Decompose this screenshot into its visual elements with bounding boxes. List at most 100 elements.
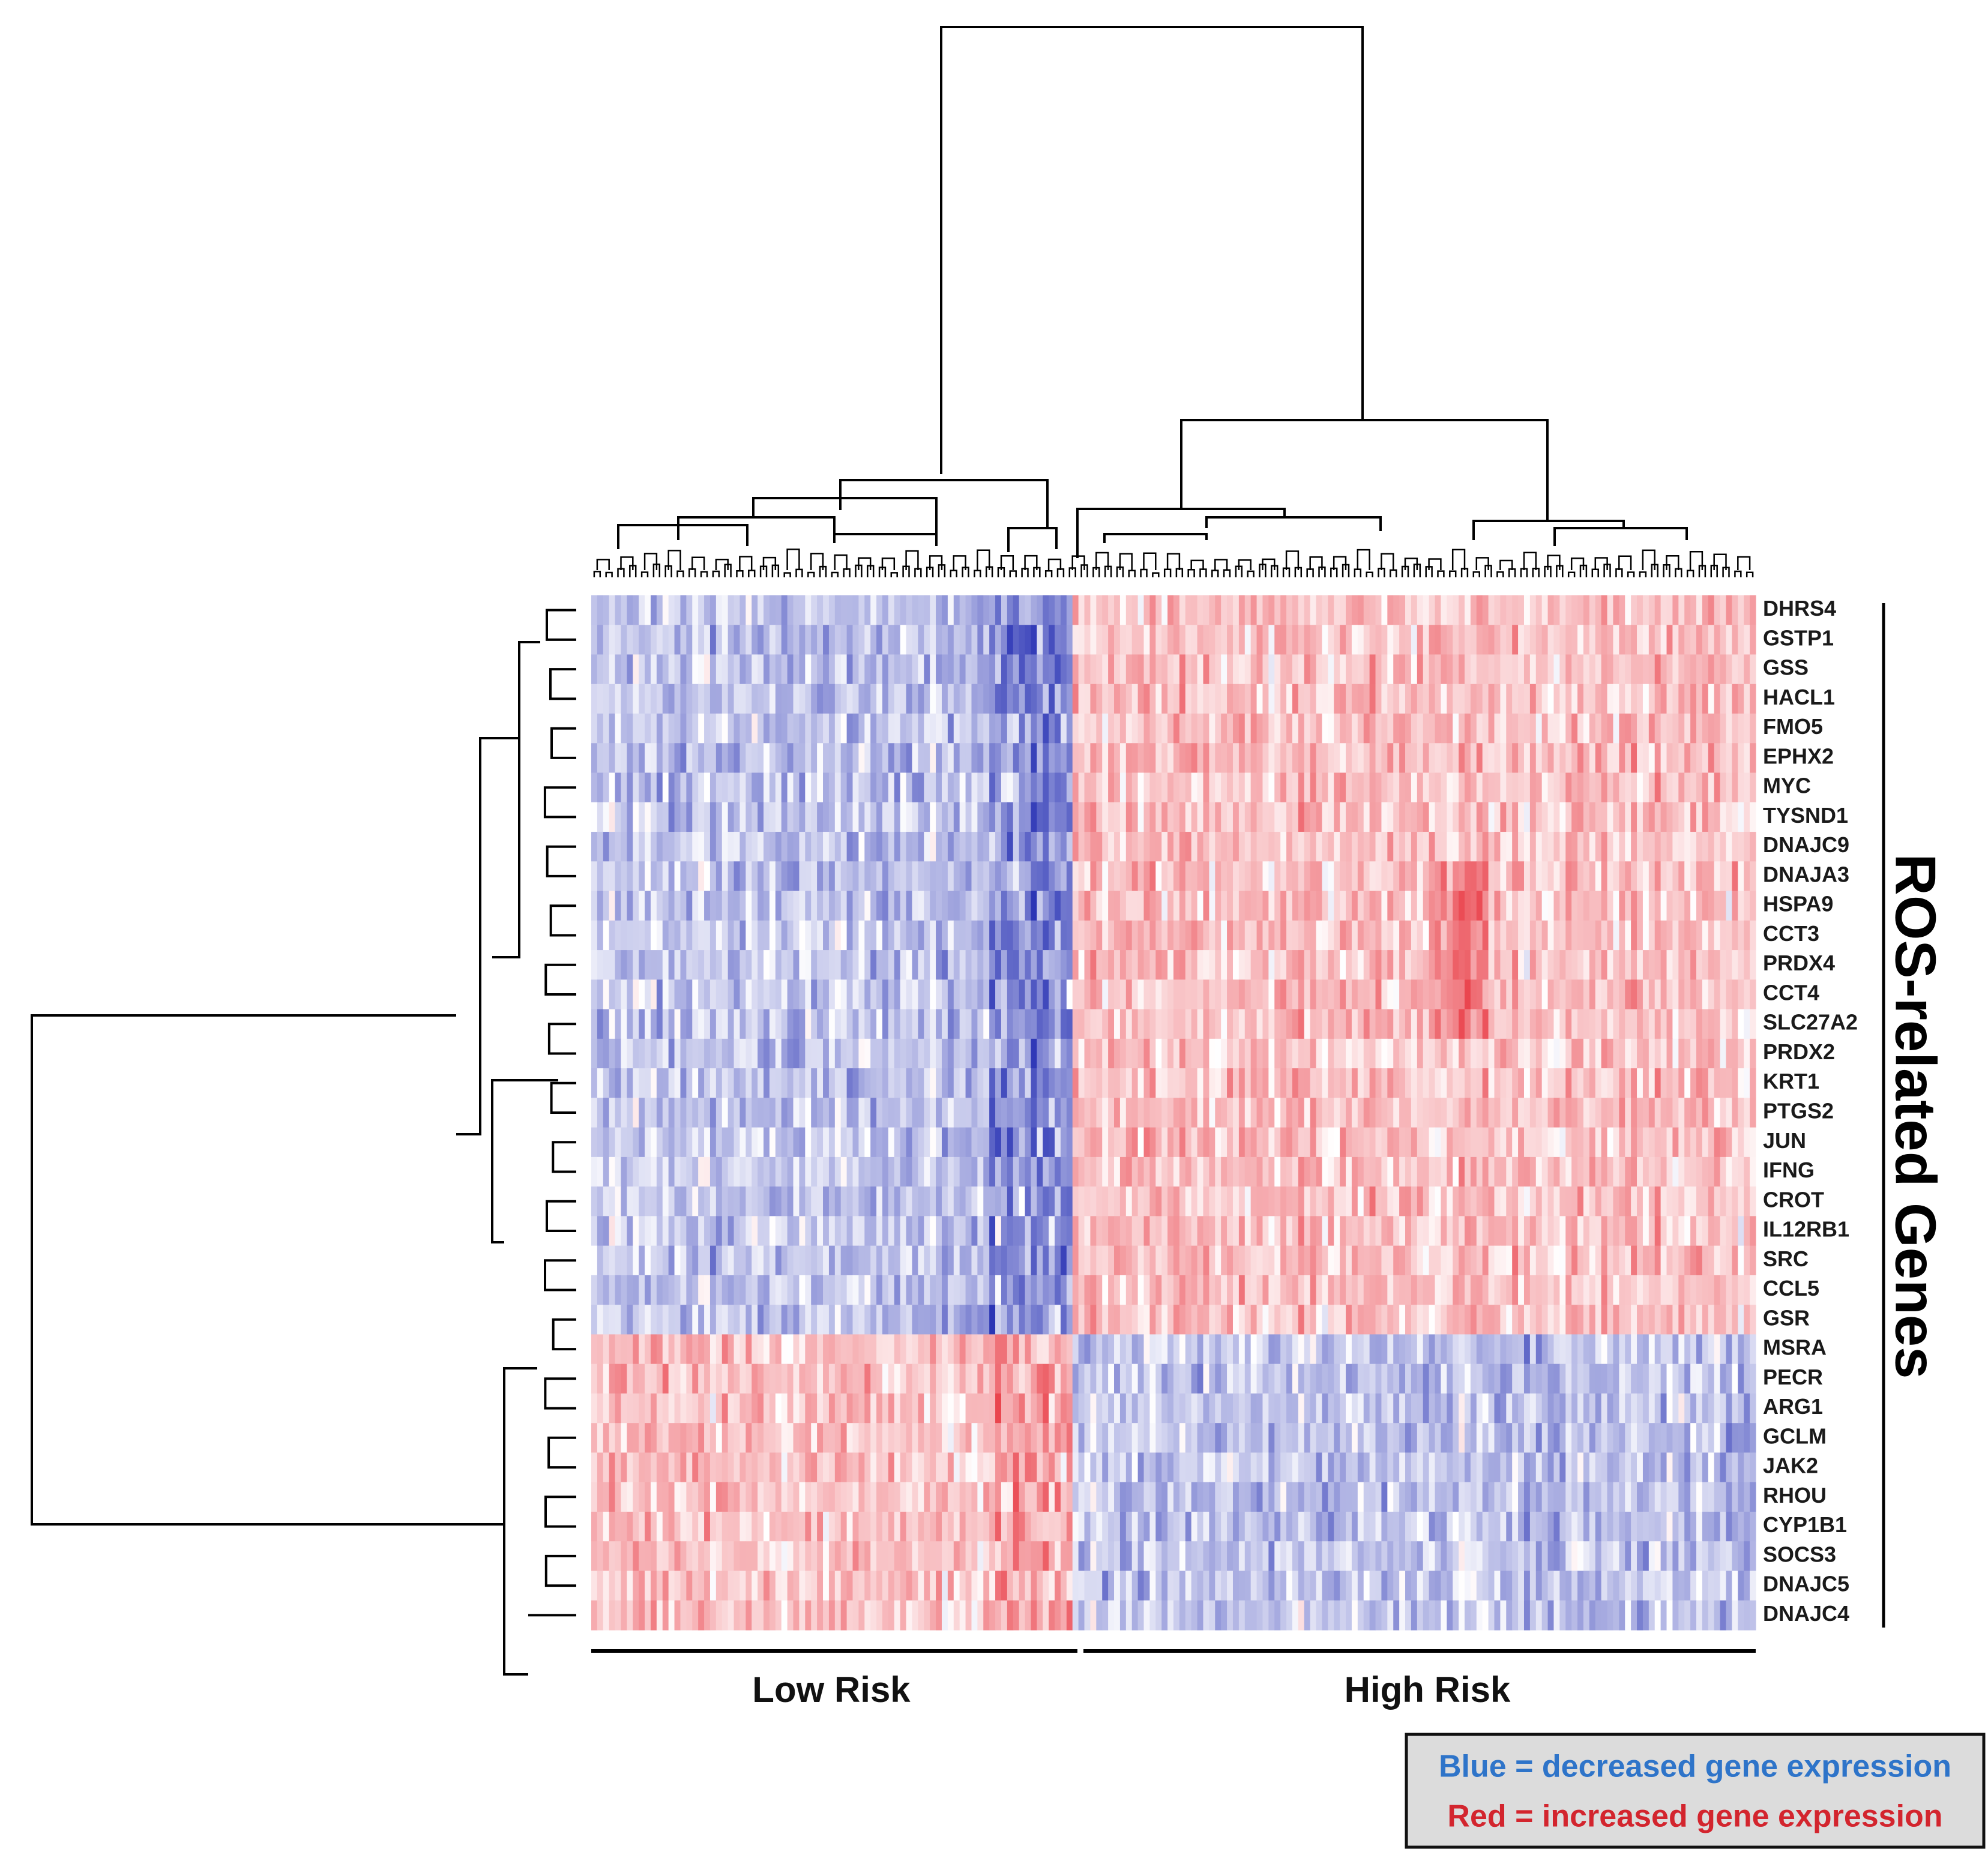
heatmap-cell — [828, 1038, 836, 1069]
heatmap-cell — [1078, 654, 1085, 685]
heatmap-cell — [621, 1127, 627, 1158]
heatmap-cell — [1019, 1038, 1026, 1069]
heatmap-cell — [1066, 920, 1073, 951]
heatmap-cell — [959, 802, 966, 832]
heatmap-cell — [918, 743, 924, 774]
heatmap-cell — [1019, 979, 1026, 1010]
heatmap-cell — [668, 1245, 675, 1276]
heatmap-cell — [1286, 802, 1293, 832]
heatmap-cell — [858, 979, 865, 1010]
heatmap-cell — [947, 595, 954, 625]
heatmap-cell — [746, 950, 752, 980]
heatmap-cell — [1250, 743, 1258, 774]
heatmap-cell — [1541, 595, 1549, 625]
col-dendro-branch — [1618, 555, 1632, 570]
heatmap-cell — [674, 1068, 681, 1098]
col-dendro-branch — [977, 549, 990, 570]
heatmap-cell — [1049, 1305, 1055, 1335]
heatmap-cell — [1340, 1098, 1346, 1128]
heatmap-cell — [603, 654, 610, 685]
heatmap-cell — [912, 595, 918, 625]
heatmap-cell — [1631, 714, 1637, 744]
heatmap-cell — [764, 595, 770, 625]
heatmap-cell — [1292, 1127, 1299, 1158]
heatmap-cell — [621, 1156, 627, 1187]
heatmap-cell — [764, 950, 770, 980]
heatmap-cell — [674, 1275, 681, 1305]
heatmap-cell — [1453, 1009, 1459, 1039]
heatmap-cell — [1268, 861, 1275, 892]
heatmap-cell — [1435, 979, 1442, 1010]
heatmap-cell — [1672, 950, 1679, 980]
heatmap-cell — [1672, 743, 1679, 774]
heatmap-cell — [1346, 772, 1352, 803]
heatmap-cell — [1399, 654, 1406, 685]
heatmap-cell — [1215, 1068, 1221, 1098]
heatmap-cell — [1732, 861, 1738, 892]
heatmap-cell — [1619, 1245, 1625, 1276]
heatmap-cell — [1084, 891, 1091, 921]
heatmap-cell — [1167, 714, 1174, 744]
heatmap-cell — [1090, 832, 1097, 862]
heatmap-cell — [1447, 1098, 1453, 1128]
heatmap-cell — [953, 1098, 960, 1128]
heatmap-cell — [1601, 1009, 1608, 1039]
col-dendro-branch — [1047, 558, 1062, 570]
heatmap-cell — [1143, 1009, 1151, 1039]
heatmap-cell — [995, 1216, 1002, 1246]
heatmap-cell — [1577, 625, 1584, 655]
heatmap-cell — [1340, 714, 1346, 744]
heatmap-cell — [971, 979, 978, 1010]
heatmap-cell — [1559, 832, 1566, 862]
heatmap-cell — [983, 684, 990, 714]
heatmap-cell — [1447, 891, 1453, 921]
heatmap-cell — [1660, 891, 1667, 921]
heatmap-cell — [686, 920, 693, 951]
heatmap-cell — [1601, 772, 1608, 803]
heatmap-cell — [1577, 920, 1584, 951]
heatmap-cell — [1334, 684, 1340, 714]
heatmap-cell — [924, 1245, 930, 1276]
heatmap-cell — [1571, 1098, 1578, 1128]
heatmap-cell — [1131, 714, 1139, 744]
heatmap-cell — [1072, 714, 1079, 744]
heatmap-cell — [1102, 1245, 1109, 1276]
col-dendro-branch — [953, 555, 966, 570]
heatmap-cell — [1453, 1275, 1459, 1305]
heatmap-cell — [894, 1216, 901, 1246]
heatmap-cell — [959, 743, 966, 774]
heatmap-cell — [1328, 1186, 1334, 1216]
heatmap-cell — [947, 1156, 954, 1187]
heatmap-cell — [1571, 1156, 1578, 1187]
heatmap-cell — [1595, 714, 1602, 744]
heatmap-cell — [752, 1245, 758, 1276]
heatmap-cell — [912, 1038, 918, 1069]
heatmap-cell — [758, 802, 764, 832]
heatmap-cell — [817, 1216, 824, 1246]
heatmap-cell — [1137, 920, 1145, 951]
heatmap-cell — [1720, 625, 1727, 655]
heatmap-cell — [758, 1009, 764, 1039]
heatmap-cell — [864, 714, 871, 744]
heatmap-cell — [918, 832, 924, 862]
heatmap-cell — [733, 684, 741, 714]
heatmap-cell — [721, 684, 729, 714]
heatmap-cell — [1262, 832, 1269, 862]
heatmap-cell — [1007, 654, 1014, 685]
heatmap-cell — [983, 802, 990, 832]
heatmap-cell — [1025, 802, 1032, 832]
heatmap-cell — [823, 1038, 830, 1069]
heatmap-cell — [1191, 802, 1198, 832]
heatmap-cell — [1435, 684, 1442, 714]
heatmap-cell — [1660, 802, 1667, 832]
heatmap-cell — [1167, 1127, 1174, 1158]
heatmap-cell — [1025, 1068, 1032, 1098]
heatmap-cell — [1185, 684, 1192, 714]
heatmap-cell — [811, 714, 818, 744]
heatmap-cell — [1607, 979, 1614, 1010]
heatmap-cell — [1529, 714, 1537, 744]
heatmap-cell — [1031, 714, 1037, 744]
heatmap-cell — [1399, 1245, 1406, 1276]
heatmap-cell — [1161, 1098, 1168, 1128]
heatmap-cell — [995, 950, 1002, 980]
